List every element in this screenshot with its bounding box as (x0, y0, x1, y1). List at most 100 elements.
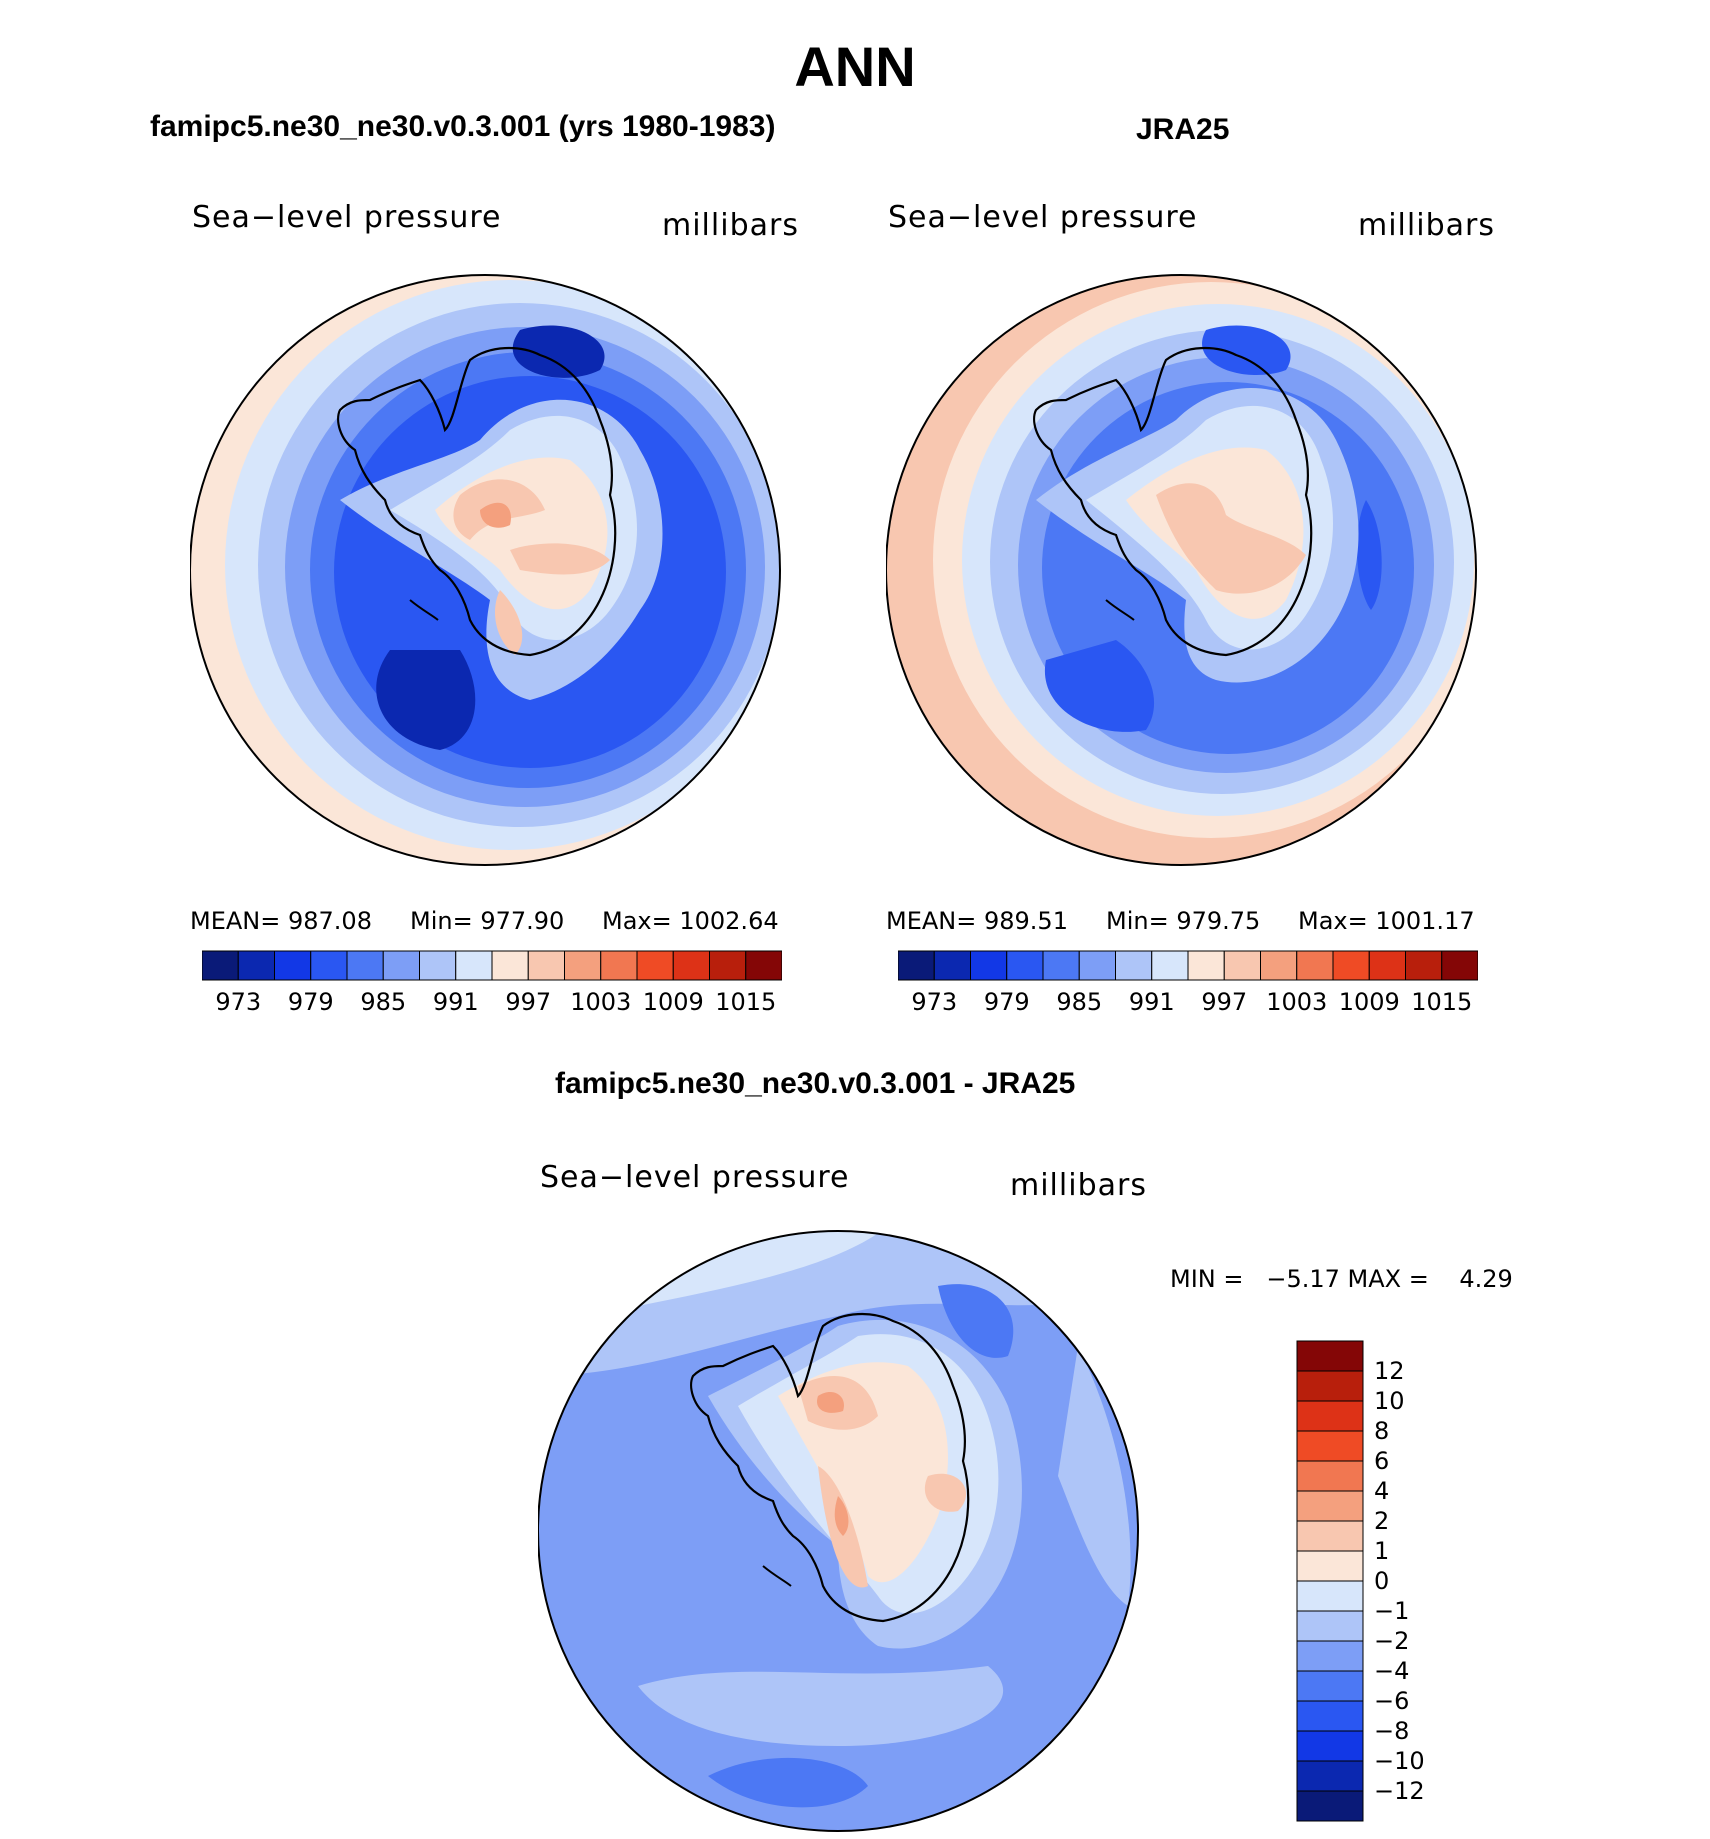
diff-coastline (690, 1312, 970, 1623)
diff-colorbar-tick-label: 8 (1374, 1417, 1390, 1445)
obs-colorbar-swatch (1441, 950, 1478, 981)
model-colorbar-swatches (202, 950, 782, 981)
diff-colorbar-swatch (1296, 1760, 1364, 1792)
model-colorbar-swatch (346, 950, 384, 981)
model-mean: MEAN= 987.08 (190, 907, 372, 935)
contour-region-dark (938, 1284, 1014, 1358)
diff-colorbar-tick-label: −4 (1374, 1657, 1410, 1685)
diff-colorbar-swatch (1296, 1790, 1364, 1822)
model-min: Min= 977.90 (410, 907, 565, 935)
obs-colorbar-tick-label: 991 (1128, 988, 1175, 1016)
obs-colorbar-tick-label: 985 (1056, 988, 1103, 1016)
diff-colorbar-tick-label: 10 (1374, 1387, 1405, 1415)
diff-colorbar-swatch (1296, 1580, 1364, 1612)
obs-colorbar-swatch (1368, 950, 1406, 981)
obs-colorbar-swatch (1405, 950, 1443, 981)
diff-panel-title: famipc5.ne30_ne30.v0.3.001 - JRA25 (555, 1067, 1076, 1100)
model-colorbar-tick-label: 979 (287, 988, 334, 1016)
diff-colorbar-tick-label: −1 (1374, 1597, 1410, 1625)
obs-colorbar-swatch (1151, 950, 1189, 981)
diff-colorbar-labels: 12 10 8 6 4 2 1 0 −1 −2 −4 −6 −8 −10 −12 (1374, 1340, 1464, 1824)
obs-colorbar-swatch (1332, 950, 1370, 981)
contour-region-low (1044, 640, 1155, 732)
contour-region-dome2 (1156, 483, 1306, 594)
diff-units-label: millibars (1010, 1168, 1147, 1203)
diff-colorbar-swatches (1296, 1340, 1364, 1822)
obs-colorbar-tick-label: 1003 (1266, 988, 1328, 1016)
obs-units-label: millibars (1358, 208, 1495, 243)
diff-colorbar-swatch (1296, 1460, 1364, 1492)
obs-colorbar-swatch (933, 950, 971, 981)
obs-map-border (886, 274, 1477, 866)
obs-coastline (1033, 346, 1313, 657)
model-colorbar-tick-label: 1015 (715, 988, 777, 1016)
obs-colorbar-tick-label: 979 (983, 988, 1030, 1016)
obs-min: Min= 979.75 (1106, 907, 1261, 935)
obs-colorbar-swatch (1042, 950, 1080, 981)
contour-region-low (1202, 325, 1291, 376)
diff-colorbar-tick-label: 6 (1374, 1447, 1390, 1475)
diff-colorbar-swatch (1296, 1430, 1364, 1462)
model-variable-label: Sea−level pressure (192, 200, 502, 235)
model-colorbar-tick-label: 1003 (570, 988, 632, 1016)
obs-colorbar-swatch (898, 950, 935, 981)
diff-colorbar-swatch (1296, 1730, 1364, 1762)
obs-colorbar (898, 950, 1478, 981)
model-colorbar-swatch (527, 950, 565, 981)
model-colorbar-swatch (600, 950, 638, 981)
obs-mean: MEAN= 989.51 (886, 907, 1068, 935)
model-colorbar-swatch (709, 950, 747, 981)
obs-colorbar-swatch (1260, 950, 1298, 981)
obs-colorbar-swatch (1296, 950, 1334, 981)
model-pressure-field (190, 275, 780, 865)
diff-pressure-field (538, 1231, 1138, 1831)
obs-colorbar-swatch (1115, 950, 1153, 981)
contour-region-low (1356, 500, 1382, 610)
diff-peninsula-coast (762, 1565, 792, 1587)
model-colorbar-swatch (636, 950, 674, 981)
obs-colorbar-swatches (898, 950, 1478, 981)
model-colorbar-swatch (419, 950, 457, 981)
obs-colorbar-tick-label: 997 (1201, 988, 1248, 1016)
model-colorbar-swatch (274, 950, 312, 981)
obs-colorbar-swatch (1006, 950, 1044, 981)
diff-colorbar-tick-label: −12 (1374, 1777, 1425, 1805)
diff-colorbar-tick-label: 1 (1374, 1537, 1390, 1565)
obs-colorbar-swatch (1078, 950, 1116, 981)
model-colorbar-swatch (455, 950, 493, 981)
obs-pressure-field (886, 275, 1476, 865)
obs-colorbar-swatch (1223, 950, 1261, 981)
model-units-label: millibars (662, 208, 799, 243)
model-colorbar-tick-label: 997 (505, 988, 552, 1016)
diff-colorbar (1296, 1340, 1364, 1822)
model-colorbar-labels: 973 979 985 991 997 1003 1009 1015 (202, 988, 782, 1018)
model-coastline (337, 346, 617, 657)
obs-colorbar-tick-label: 973 (911, 988, 958, 1016)
model-colorbar-swatch (237, 950, 275, 981)
diff-colorbar-swatch (1296, 1370, 1364, 1402)
diff-colorbar-swatch (1296, 1400, 1364, 1432)
diff-colorbar-tick-label: 0 (1374, 1567, 1390, 1595)
diff-colorbar-swatch (1296, 1550, 1364, 1582)
contour-region-dark (708, 1757, 868, 1808)
model-max: Max= 1002.64 (602, 907, 779, 935)
obs-max: Max= 1001.17 (1298, 907, 1475, 935)
obs-colorbar-labels: 973 979 985 991 997 1003 1009 1015 (898, 988, 1478, 1018)
model-colorbar-swatch (564, 950, 602, 981)
diff-colorbar-swatch (1296, 1520, 1364, 1552)
diff-colorbar-tick-label: −8 (1374, 1717, 1410, 1745)
diff-min-max: MIN = −5.17 MAX = 4.29 (1170, 1265, 1513, 1293)
obs-peninsula-coast (1105, 599, 1135, 621)
model-colorbar-swatch (310, 950, 348, 981)
model-colorbar-swatch (202, 950, 239, 981)
model-peninsula-coast (409, 599, 439, 621)
diff-colorbar-tick-label: −2 (1374, 1627, 1410, 1655)
contour-region-low (376, 650, 476, 750)
model-polar-map (190, 274, 781, 866)
contour-region-dome3 (480, 502, 511, 528)
model-colorbar-swatch (745, 950, 782, 981)
model-colorbar-swatch (382, 950, 420, 981)
diff-polar-map (538, 1230, 1139, 1832)
diff-colorbar-tick-label: 12 (1374, 1357, 1405, 1385)
diff-colorbar-swatch (1296, 1340, 1364, 1372)
